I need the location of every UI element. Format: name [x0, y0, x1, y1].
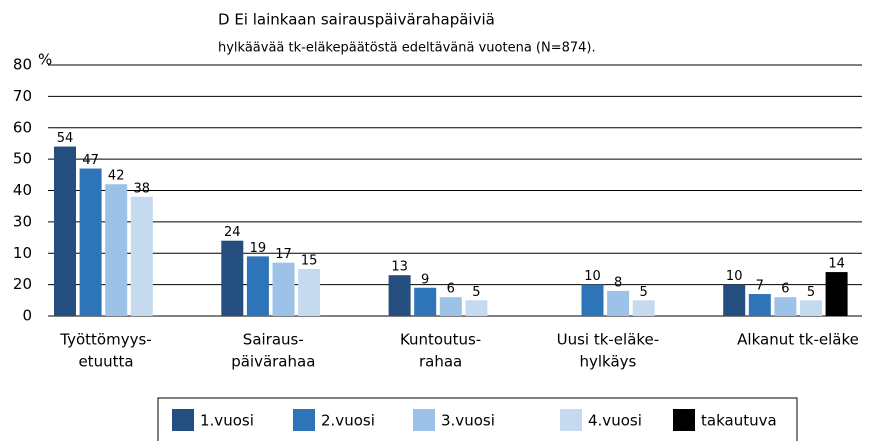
legend-swatch — [293, 409, 315, 431]
value-label: 5 — [640, 285, 648, 300]
value-label: 47 — [82, 153, 99, 168]
bar — [748, 294, 771, 316]
value-label: 15 — [301, 253, 318, 268]
value-label: 5 — [472, 285, 480, 300]
bar — [581, 284, 604, 316]
bar — [79, 168, 102, 316]
y-tick-label: 80 — [13, 56, 32, 74]
value-label: 5 — [807, 285, 815, 300]
bar — [130, 196, 153, 316]
bar — [607, 290, 630, 316]
x-tick-label: etuutta — [78, 353, 133, 371]
value-label: 38 — [134, 181, 151, 196]
chart-subtitle: hylkäävää tk-eläkepäätöstä edeltävänä vu… — [218, 41, 596, 56]
x-tick-label: Uusi tk-eläke- — [557, 331, 660, 349]
bar — [105, 184, 128, 316]
value-label: 14 — [828, 257, 845, 272]
value-label: 24 — [224, 225, 241, 240]
bar — [414, 287, 437, 316]
y-tick-label: 0 — [22, 307, 32, 325]
value-label: 42 — [108, 169, 125, 184]
bar — [774, 297, 797, 316]
legend-label: 3.vuosi — [441, 412, 495, 430]
y-tick-label: 20 — [13, 275, 32, 293]
chart-title: D Ei lainkaan sairauspäivärahapäiviä — [218, 11, 495, 29]
value-label: 17 — [275, 247, 292, 262]
bar — [54, 146, 76, 316]
legend-swatch — [560, 409, 582, 431]
x-tick-label: Sairaus- — [243, 331, 304, 349]
y-tick-label: 30 — [13, 212, 32, 230]
value-label: 54 — [57, 131, 74, 146]
x-tick-label: rahaa — [419, 353, 462, 371]
legend-box — [157, 397, 798, 441]
x-tick-label: päivärahaa — [231, 353, 315, 371]
bar — [800, 300, 822, 316]
bar — [439, 297, 462, 316]
value-label: 10 — [726, 269, 743, 284]
y-tick-label: 70 — [13, 87, 32, 105]
value-label: 7 — [756, 279, 764, 294]
value-label: 6 — [781, 282, 789, 297]
value-label: 9 — [421, 272, 429, 287]
value-label: 10 — [584, 269, 601, 284]
y-axis-label: % — [38, 51, 52, 69]
bar — [298, 268, 321, 316]
bar — [825, 272, 848, 316]
value-label: 13 — [391, 260, 408, 275]
value-label: 19 — [250, 241, 267, 256]
bar — [632, 300, 655, 316]
legend-label: takautuva — [701, 412, 777, 430]
x-tick-label: Alkanut tk-eläke — [737, 331, 859, 349]
legend-swatch — [172, 409, 194, 431]
bar — [723, 284, 746, 316]
x-tick-label: Kuntoutus- — [400, 331, 481, 349]
y-tick-label: 60 — [13, 118, 32, 136]
bar — [246, 256, 269, 316]
bar — [221, 240, 244, 316]
y-tick-label: 50 — [13, 150, 32, 168]
x-tick-label: hylkäys — [579, 353, 636, 371]
legend-swatch — [673, 409, 695, 431]
bar — [272, 262, 295, 316]
legend-swatch — [413, 409, 435, 431]
value-label: 8 — [614, 275, 622, 290]
legend-label: 2.vuosi — [321, 412, 375, 430]
legend-label: 4.vuosi — [588, 412, 642, 430]
x-tick-label: Työttömyys- — [59, 331, 151, 349]
y-tick-label: 10 — [13, 244, 32, 262]
value-label: 6 — [447, 282, 455, 297]
bar — [465, 300, 488, 316]
legend-label: 1.vuosi — [200, 412, 254, 430]
bar — [388, 275, 411, 316]
y-tick-label: 40 — [13, 181, 32, 199]
